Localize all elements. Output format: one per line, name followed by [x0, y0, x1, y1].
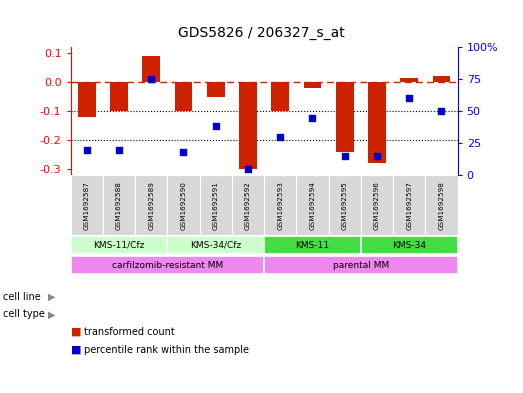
Bar: [264, 236, 361, 254]
Point: [373, 153, 381, 159]
Bar: [336, 82, 354, 152]
Point: [340, 153, 349, 159]
Text: GSM1692587: GSM1692587: [84, 181, 90, 230]
Point: [437, 108, 446, 114]
Text: GSM1692598: GSM1692598: [438, 181, 445, 230]
Bar: [361, 236, 458, 254]
Bar: [239, 82, 257, 169]
Text: GSM1692594: GSM1692594: [310, 181, 315, 230]
Point: [309, 114, 317, 121]
Bar: [175, 82, 192, 111]
Bar: [78, 82, 96, 117]
Bar: [393, 175, 425, 235]
Text: GSM1692596: GSM1692596: [374, 181, 380, 230]
Text: percentile rank within the sample: percentile rank within the sample: [84, 345, 248, 355]
Bar: [297, 175, 328, 235]
Bar: [271, 82, 289, 111]
Text: ■: ■: [71, 345, 81, 355]
Text: GDS5826 / 206327_s_at: GDS5826 / 206327_s_at: [178, 26, 345, 40]
Bar: [401, 78, 418, 82]
Text: GSM1692591: GSM1692591: [213, 181, 219, 230]
Point: [83, 146, 91, 152]
Bar: [200, 175, 232, 235]
Bar: [232, 175, 264, 235]
Text: GSM1692592: GSM1692592: [245, 181, 251, 230]
Bar: [142, 56, 160, 82]
Text: GSM1692595: GSM1692595: [342, 181, 348, 230]
Point: [211, 123, 220, 130]
Bar: [361, 175, 393, 235]
Text: KMS-34/Cfz: KMS-34/Cfz: [190, 241, 241, 250]
Bar: [207, 82, 224, 97]
Text: ▶: ▶: [48, 309, 55, 320]
Point: [244, 165, 252, 172]
Bar: [167, 175, 200, 235]
Bar: [304, 82, 321, 88]
Text: cell line: cell line: [3, 292, 40, 302]
Text: KMS-11: KMS-11: [295, 241, 329, 250]
Bar: [110, 82, 128, 111]
Point: [405, 95, 413, 101]
Bar: [103, 175, 135, 235]
Text: cell type: cell type: [3, 309, 44, 320]
Point: [276, 134, 285, 140]
Bar: [368, 82, 386, 163]
Text: GSM1692593: GSM1692593: [277, 181, 283, 230]
Bar: [71, 256, 264, 274]
Bar: [71, 175, 103, 235]
Bar: [425, 175, 458, 235]
Point: [147, 76, 155, 82]
Text: GSM1692589: GSM1692589: [148, 181, 154, 230]
Text: parental MM: parental MM: [333, 261, 389, 270]
Text: GSM1692597: GSM1692597: [406, 181, 412, 230]
Text: carfilzomib-resistant MM: carfilzomib-resistant MM: [112, 261, 223, 270]
Text: GSM1692588: GSM1692588: [116, 181, 122, 230]
Text: KMS-34: KMS-34: [392, 241, 426, 250]
Point: [115, 146, 123, 152]
Bar: [167, 236, 264, 254]
Bar: [264, 256, 458, 274]
Bar: [433, 76, 450, 82]
Bar: [328, 175, 361, 235]
Bar: [71, 236, 167, 254]
Text: transformed count: transformed count: [84, 327, 175, 337]
Text: KMS-11/Cfz: KMS-11/Cfz: [93, 241, 145, 250]
Text: ▶: ▶: [48, 292, 55, 302]
Text: ■: ■: [71, 327, 81, 337]
Bar: [135, 175, 167, 235]
Bar: [264, 175, 297, 235]
Text: GSM1692590: GSM1692590: [180, 181, 187, 230]
Point: [179, 149, 188, 155]
